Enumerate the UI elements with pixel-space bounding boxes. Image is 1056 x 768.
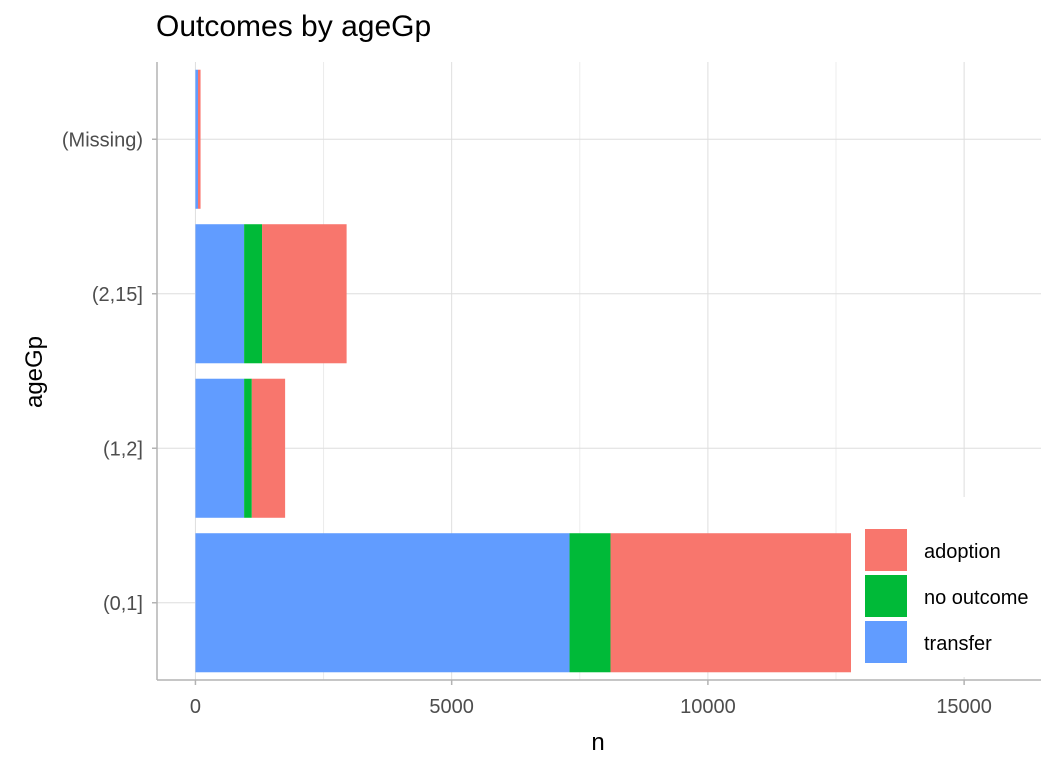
bar-transfer-0	[195, 533, 570, 673]
x-axis-ticks: 0 5000 10000 15000	[190, 680, 992, 718]
legend: adoption no outcome transfer	[851, 497, 1056, 677]
bar-adoption-1	[251, 378, 286, 518]
bar-transfer-2	[195, 224, 245, 364]
bar-no-outcome-1	[244, 378, 252, 518]
bar-no-outcome-0	[569, 533, 611, 673]
bar-adoption-3	[197, 69, 201, 209]
legend-key-adoption	[865, 529, 907, 571]
legend-key-no-outcome	[865, 575, 907, 617]
bar-no-outcome-2	[244, 224, 263, 364]
legend-key-transfer	[865, 621, 907, 663]
y-axis-ticks: (0,1] (1,2] (2,15] (Missing)	[62, 129, 157, 615]
bar-adoption-0	[610, 533, 852, 673]
y-tick-label: (Missing)	[62, 129, 143, 151]
legend-label-no-outcome: no outcome	[924, 587, 1029, 609]
bars-group	[195, 69, 852, 673]
x-tick-label: 15000	[936, 696, 992, 718]
y-axis-title: ageGp	[21, 336, 48, 408]
x-tick-label: 0	[190, 696, 201, 718]
bar-transfer-3	[195, 69, 198, 209]
x-tick-label: 5000	[429, 696, 474, 718]
y-tick-label: (2,15]	[92, 284, 143, 306]
bar-transfer-1	[195, 378, 245, 518]
legend-label-transfer: transfer	[924, 633, 992, 655]
legend-label-adoption: adoption	[924, 541, 1001, 563]
y-tick-label: (1,2]	[103, 438, 143, 460]
x-axis-title: n	[591, 729, 604, 756]
chart-title: Outcomes by ageGp	[156, 10, 432, 43]
x-tick-label: 10000	[680, 696, 736, 718]
bar-adoption-2	[262, 224, 347, 364]
y-tick-label: (0,1]	[103, 593, 143, 615]
